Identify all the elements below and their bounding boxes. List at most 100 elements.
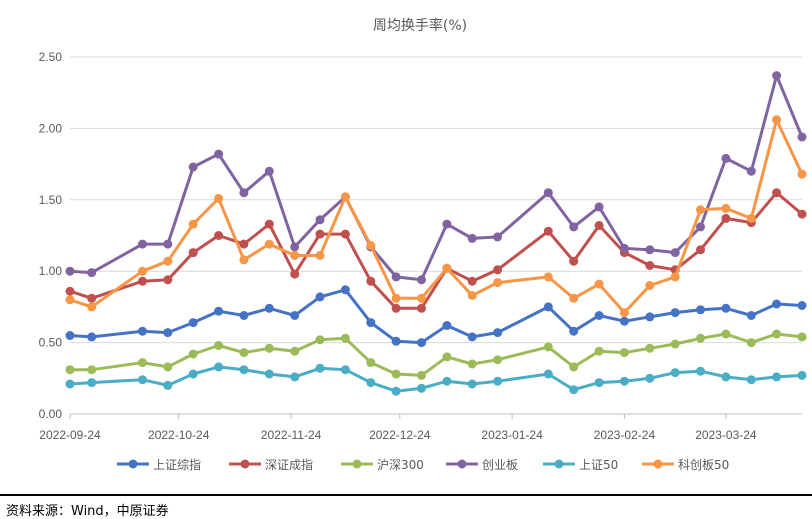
data-point bbox=[543, 226, 553, 236]
chart-title: 周均换手率(%) bbox=[373, 17, 467, 34]
data-point bbox=[721, 213, 731, 223]
data-point bbox=[619, 243, 629, 253]
data-point bbox=[670, 368, 680, 378]
data-point bbox=[290, 311, 300, 320]
data-point bbox=[721, 329, 731, 339]
data-point bbox=[138, 276, 147, 286]
data-point bbox=[188, 248, 198, 258]
data-point bbox=[163, 328, 173, 338]
data-point bbox=[315, 292, 325, 302]
y-tick-label: 2.00 bbox=[39, 121, 63, 135]
data-point bbox=[138, 266, 147, 276]
data-point bbox=[721, 153, 731, 163]
data-point bbox=[619, 316, 629, 326]
data-point bbox=[138, 358, 147, 368]
data-point bbox=[467, 379, 477, 389]
data-point bbox=[772, 329, 782, 339]
data-point bbox=[670, 308, 680, 318]
data-point bbox=[797, 169, 807, 179]
data-point bbox=[239, 255, 249, 265]
data-point bbox=[696, 205, 705, 215]
data-point bbox=[569, 293, 579, 303]
data-point bbox=[746, 166, 756, 176]
series-0 bbox=[65, 285, 807, 348]
data-point bbox=[391, 272, 401, 282]
legend: 上证综指 深证成指 沪深300 创业板 上证50 科创板50 bbox=[117, 457, 729, 472]
series-line bbox=[70, 332, 803, 377]
data-point bbox=[65, 295, 75, 305]
data-point bbox=[772, 71, 782, 81]
series-line bbox=[69, 118, 804, 315]
series-line bbox=[69, 74, 804, 282]
series-5 bbox=[65, 115, 807, 318]
data-point bbox=[772, 372, 782, 382]
data-point bbox=[746, 213, 756, 223]
data-point bbox=[391, 386, 401, 396]
data-point bbox=[467, 359, 477, 369]
data-point bbox=[214, 306, 224, 316]
data-point bbox=[543, 188, 553, 198]
data-point bbox=[417, 303, 426, 313]
data-point bbox=[87, 378, 97, 388]
data-point bbox=[746, 311, 756, 320]
data-point bbox=[214, 362, 224, 372]
source-divider bbox=[0, 494, 812, 496]
data-point bbox=[493, 355, 503, 365]
data-point bbox=[417, 338, 426, 348]
data-point bbox=[772, 188, 782, 198]
data-point bbox=[87, 268, 97, 278]
data-point bbox=[391, 303, 401, 313]
data-point bbox=[696, 333, 705, 343]
x-tick-label: 2022-11-24 bbox=[261, 428, 322, 442]
data-point bbox=[645, 261, 655, 270]
data-point bbox=[467, 291, 477, 300]
data-point bbox=[366, 276, 376, 286]
data-point bbox=[138, 239, 147, 249]
data-point bbox=[746, 338, 756, 348]
legend-item: 沪深300 bbox=[341, 458, 424, 472]
data-point bbox=[188, 369, 198, 379]
y-tick-label: 1.50 bbox=[39, 193, 63, 207]
data-point bbox=[340, 229, 350, 239]
data-point bbox=[65, 365, 75, 375]
series-3 bbox=[65, 71, 807, 285]
data-point bbox=[696, 305, 705, 315]
data-point bbox=[645, 373, 655, 383]
data-point bbox=[163, 256, 173, 266]
data-point bbox=[138, 375, 147, 385]
data-point bbox=[619, 376, 629, 386]
data-point bbox=[467, 332, 477, 342]
y-tick-label: 2.50 bbox=[39, 50, 63, 64]
data-point bbox=[65, 379, 75, 389]
data-point bbox=[696, 222, 705, 232]
data-point bbox=[391, 293, 401, 303]
data-point bbox=[543, 369, 553, 379]
data-point bbox=[417, 383, 426, 393]
data-point bbox=[264, 369, 274, 379]
data-point bbox=[772, 115, 782, 125]
data-point bbox=[239, 188, 249, 198]
data-point bbox=[569, 362, 579, 372]
data-point bbox=[670, 272, 680, 282]
data-point bbox=[290, 251, 300, 260]
data-point bbox=[264, 343, 274, 353]
y-tick-label: 1.00 bbox=[39, 264, 63, 278]
data-point bbox=[239, 365, 249, 375]
x-tick-label: 2023-01-24 bbox=[481, 428, 543, 442]
data-point bbox=[214, 231, 224, 240]
data-point bbox=[594, 221, 604, 230]
source-note: 资料来源：Wind，中原证券 bbox=[6, 504, 169, 519]
data-point bbox=[619, 348, 629, 358]
data-point bbox=[315, 363, 325, 373]
data-point bbox=[65, 331, 75, 340]
legend-label: 科创板50 bbox=[678, 458, 729, 472]
data-point bbox=[645, 281, 655, 290]
data-point bbox=[391, 336, 401, 346]
data-point bbox=[493, 265, 503, 275]
series-line bbox=[69, 191, 803, 310]
data-point bbox=[543, 272, 553, 282]
y-tick-label: 0.50 bbox=[39, 336, 63, 350]
series-2 bbox=[65, 329, 807, 380]
data-point bbox=[188, 349, 198, 359]
